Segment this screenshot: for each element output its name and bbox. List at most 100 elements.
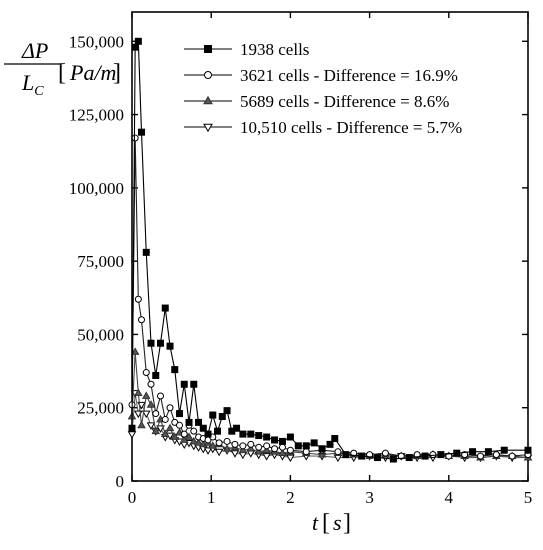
data-point xyxy=(190,427,198,435)
data-point xyxy=(271,445,279,453)
series-2 xyxy=(128,134,532,460)
data-point xyxy=(137,420,146,429)
x-label-unit: s xyxy=(333,510,342,535)
data-point xyxy=(138,316,146,324)
y-label-denominator: LC xyxy=(21,70,44,99)
x-tick-label: 0 xyxy=(128,488,137,507)
data-point xyxy=(142,369,150,377)
data-point xyxy=(238,445,248,454)
data-point xyxy=(342,451,350,459)
data-point xyxy=(218,413,226,421)
data-point xyxy=(254,447,264,455)
data-point xyxy=(203,447,213,455)
data-point xyxy=(310,439,318,447)
data-point xyxy=(405,454,413,462)
data-point xyxy=(437,451,445,459)
data-point xyxy=(421,452,429,460)
data-point xyxy=(214,448,224,457)
data-point xyxy=(508,452,516,460)
data-point xyxy=(209,411,217,419)
data-point xyxy=(262,453,271,461)
data-point xyxy=(374,454,382,462)
data-point xyxy=(165,423,175,432)
y-tick-label: 50,000 xyxy=(77,325,124,344)
data-point xyxy=(358,452,366,460)
x-tick-label: 1 xyxy=(207,488,216,507)
data-point xyxy=(294,442,302,450)
x-label-symbol: t xyxy=(312,510,319,535)
y-label-unit-open: [ xyxy=(58,60,66,86)
legend-marker xyxy=(203,95,213,105)
data-point xyxy=(278,448,287,457)
data-point xyxy=(271,436,279,444)
y-label-unit: Pa/m xyxy=(69,60,116,85)
data-point xyxy=(204,430,212,438)
data-point xyxy=(176,410,184,418)
data-point xyxy=(453,449,461,457)
y-label-unit-close: ] xyxy=(113,60,121,86)
data-point xyxy=(141,391,151,399)
series-layer xyxy=(127,37,533,463)
data-point xyxy=(128,424,136,432)
data-point xyxy=(331,434,339,442)
data-point xyxy=(147,339,155,347)
data-point xyxy=(231,440,239,448)
data-point xyxy=(222,444,232,452)
data-point xyxy=(223,437,231,445)
y-tick-label: 100,000 xyxy=(69,179,124,198)
data-point xyxy=(134,37,142,45)
data-point xyxy=(166,404,174,412)
data-point xyxy=(255,443,263,451)
data-point xyxy=(195,418,203,426)
x-tick-label: 4 xyxy=(445,488,454,507)
data-point xyxy=(208,441,218,449)
data-point xyxy=(152,371,160,379)
data-point xyxy=(180,430,188,438)
y-tick-label: 75,000 xyxy=(77,252,124,271)
data-point xyxy=(180,380,188,388)
data-point xyxy=(278,443,286,451)
y-label-numerator: ΔP xyxy=(21,38,48,63)
data-point xyxy=(286,446,294,454)
data-point xyxy=(146,400,156,408)
data-point xyxy=(141,410,151,419)
legend-label: 10,510 cells - Difference = 5.7% xyxy=(240,118,462,137)
x-label-unit-close: ] xyxy=(343,510,351,536)
plot-frame xyxy=(131,11,529,482)
legend-label: 1938 cells xyxy=(240,40,309,59)
data-point xyxy=(397,452,405,460)
data-point xyxy=(194,438,203,446)
data-point xyxy=(146,422,156,430)
x-tick-label: 2 xyxy=(286,488,295,507)
data-point xyxy=(278,437,286,445)
data-point xyxy=(190,380,198,388)
legend-label: 5689 cells - Difference = 8.6% xyxy=(240,92,449,111)
data-point xyxy=(302,442,310,450)
data-point xyxy=(199,424,207,432)
data-point xyxy=(445,452,453,460)
data-point xyxy=(492,451,500,459)
data-point xyxy=(160,429,170,437)
x-tick-label: 3 xyxy=(365,488,374,507)
data-point xyxy=(127,431,137,439)
data-point xyxy=(262,445,271,454)
data-point xyxy=(469,448,477,456)
data-point xyxy=(185,418,193,426)
data-point xyxy=(246,444,256,452)
series-1 xyxy=(128,37,532,463)
data-point xyxy=(176,421,184,429)
data-point xyxy=(326,440,334,448)
data-point xyxy=(317,450,327,458)
data-point xyxy=(138,128,146,136)
data-point xyxy=(142,248,150,256)
data-point xyxy=(247,440,255,448)
legend-marker xyxy=(204,71,212,79)
x-label-unit-open: [ xyxy=(322,510,330,536)
data-point xyxy=(151,426,161,435)
data-point xyxy=(157,339,165,347)
data-point xyxy=(286,433,294,441)
legend-label: 3621 cells - Difference = 16.9% xyxy=(240,66,458,85)
data-point xyxy=(156,425,165,433)
data-point xyxy=(214,427,222,435)
